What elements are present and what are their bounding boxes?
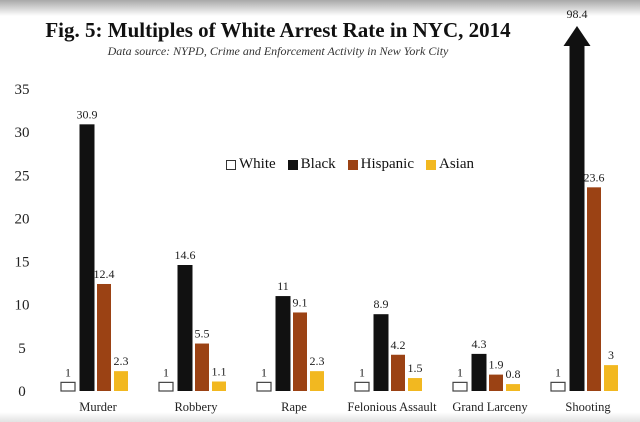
legend-label: Hispanic xyxy=(360,156,414,172)
data-label: 8.9 xyxy=(374,297,389,311)
x-category-label: Shooting xyxy=(565,400,611,414)
legend-label: Black xyxy=(300,156,336,172)
x-category-label: Robbery xyxy=(174,400,218,414)
bar-black xyxy=(471,353,487,391)
bar-hispanic xyxy=(391,354,405,391)
bar-hispanic xyxy=(587,187,601,391)
data-label: 1.9 xyxy=(489,358,504,372)
data-label: 0.8 xyxy=(506,367,521,381)
data-label: 98.4 xyxy=(567,7,588,21)
bar-asian xyxy=(114,371,128,391)
legend-swatch xyxy=(287,159,298,170)
legend-swatch xyxy=(226,159,236,170)
bar-asian xyxy=(310,371,324,391)
y-tick-label: 35 xyxy=(15,82,30,98)
y-tick-label: 10 xyxy=(15,298,30,314)
data-label: 1 xyxy=(359,365,365,379)
data-label: 4.3 xyxy=(472,337,487,351)
bar-white xyxy=(60,381,76,392)
legend: White Black Hispanic Asian xyxy=(226,156,474,173)
data-label: 23.6 xyxy=(584,170,605,184)
legend-item-hispanic: Hispanic xyxy=(347,156,414,173)
x-category-label: Grand Larceny xyxy=(452,400,528,414)
data-label: 1 xyxy=(555,365,561,379)
y-tick-label: 15 xyxy=(15,255,30,271)
data-label: 1.5 xyxy=(408,361,423,375)
data-label: 11 xyxy=(277,279,289,293)
legend-item-black: Black xyxy=(287,156,336,173)
bar-asian xyxy=(506,384,520,391)
data-label: 1 xyxy=(65,365,71,379)
bar-white xyxy=(354,381,370,392)
bar-hispanic xyxy=(489,374,503,391)
data-label: 4.2 xyxy=(391,338,406,352)
y-tick-label: 30 xyxy=(15,125,30,141)
bar-black xyxy=(569,44,585,391)
legend-swatch xyxy=(347,159,358,170)
x-category-label: Felonious Assault xyxy=(347,400,437,414)
data-label: 3 xyxy=(608,348,614,362)
bottom-shade xyxy=(0,412,640,422)
bar-asian xyxy=(408,378,422,391)
legend-label: Asian xyxy=(438,156,474,172)
bar-black xyxy=(275,296,291,391)
bar-white xyxy=(158,381,174,392)
chart-title: Fig. 5: Multiples of White Arrest Rate i… xyxy=(45,18,511,42)
bar-white xyxy=(256,381,272,392)
bar-asian xyxy=(604,365,618,391)
legend-item-asian: Asian xyxy=(425,156,474,173)
data-label: 1 xyxy=(457,365,463,379)
top-shade xyxy=(0,0,640,16)
bar-white xyxy=(550,381,566,392)
y-tick-label: 25 xyxy=(15,168,30,184)
y-tick-label: 0 xyxy=(18,384,26,400)
y-tick-label: 20 xyxy=(15,211,30,227)
data-label: 2.3 xyxy=(114,354,129,368)
data-label: 9.1 xyxy=(293,295,308,309)
data-label: 1 xyxy=(261,365,267,379)
data-label: 1.1 xyxy=(212,365,227,379)
legend-swatch xyxy=(425,159,436,170)
x-category-label: Rape xyxy=(281,400,307,414)
data-label: 5.5 xyxy=(195,327,210,341)
data-label: 14.6 xyxy=(175,248,196,262)
data-label: 30.9 xyxy=(77,107,98,121)
legend-label: White xyxy=(239,156,276,172)
x-category-label: Murder xyxy=(79,400,117,414)
bar-hispanic xyxy=(195,343,209,391)
bar-black xyxy=(373,314,389,391)
data-label: 1 xyxy=(163,365,169,379)
overflow-arrow-icon xyxy=(563,26,591,46)
bar-black xyxy=(177,265,193,391)
legend-item-white: White xyxy=(226,156,276,173)
chart-subtitle: Data source: NYPD, Crime and Enforcement… xyxy=(107,44,449,58)
bar-white xyxy=(452,381,468,392)
bar-hispanic xyxy=(97,283,111,391)
data-label: 12.4 xyxy=(94,267,115,281)
y-tick-label: 5 xyxy=(18,341,26,357)
data-label: 2.3 xyxy=(310,354,325,368)
bar-black xyxy=(79,124,95,391)
bar-asian xyxy=(212,381,226,391)
bar-hispanic xyxy=(293,312,307,391)
